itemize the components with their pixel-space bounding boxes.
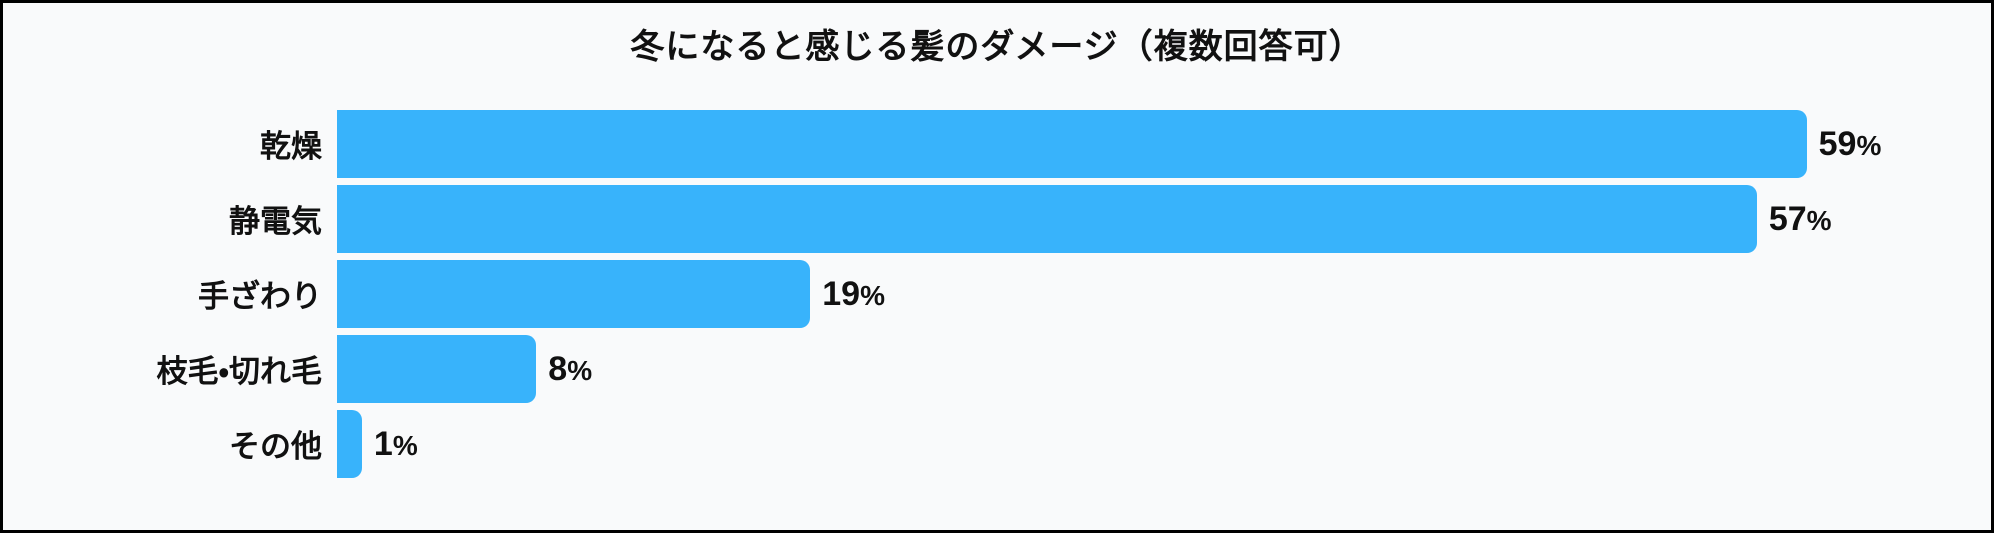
- percent-sign: %: [567, 354, 593, 386]
- bar: [337, 184, 1757, 253]
- bar-track: 19%: [337, 259, 1991, 328]
- bar-row-edage-kirege: 枝毛・切れ毛 8%: [3, 334, 1991, 403]
- bar: [337, 259, 811, 328]
- value-number: 59: [1818, 124, 1857, 163]
- value-label: 57%: [1769, 202, 1832, 236]
- value-label: 19%: [822, 277, 885, 311]
- percent-sign: %: [1856, 129, 1882, 161]
- value-label: 8%: [548, 352, 592, 386]
- category-label: 乾燥: [260, 129, 322, 165]
- category-label: その他: [229, 429, 322, 465]
- bar-rows: 乾燥 59% 静電気 57% 手ざわり 19% 枝毛・切れ毛 8: [3, 109, 1991, 478]
- value-number: 57: [1768, 199, 1807, 238]
- chart-title: 冬になると感じる髪のダメージ（複数回答可）: [630, 28, 1364, 66]
- bar-row-kansou: 乾燥 59%: [3, 109, 1991, 178]
- category-label: 静電気: [229, 204, 322, 240]
- bar-track: 57%: [337, 184, 1991, 253]
- percent-sign: %: [392, 429, 418, 461]
- bar: [337, 409, 362, 478]
- category-label: 枝毛・切れ毛: [156, 354, 322, 390]
- bar: [337, 334, 537, 403]
- bar-track: 8%: [337, 334, 1991, 403]
- value-label: 59%: [1819, 127, 1882, 161]
- value-number: 19: [822, 274, 861, 313]
- bar-row-sonota: その他 1%: [3, 409, 1991, 478]
- percent-sign: %: [1806, 204, 1832, 236]
- bar-track: 1%: [337, 409, 1991, 478]
- value-number: 1: [373, 424, 393, 463]
- value-label: 1%: [374, 427, 418, 461]
- bar-row-seidenki: 静電気 57%: [3, 184, 1991, 253]
- bar-row-tezawari: 手ざわり 19%: [3, 259, 1991, 328]
- percent-sign: %: [860, 279, 885, 311]
- value-number: 8: [548, 349, 568, 388]
- bar: [337, 109, 1807, 178]
- category-label: 手ざわり: [198, 279, 322, 315]
- bar-track: 59%: [337, 109, 1991, 178]
